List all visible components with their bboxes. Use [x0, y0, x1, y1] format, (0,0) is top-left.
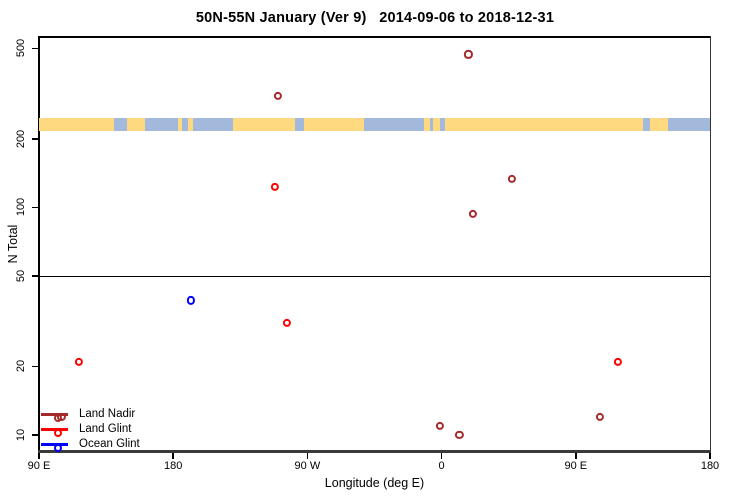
land-segment — [177, 117, 183, 131]
x-tick — [440, 453, 443, 459]
land-segment — [232, 117, 296, 131]
land-segment — [444, 117, 643, 131]
y-tick-label: 100 — [15, 198, 27, 217]
legend-label: Land Glint — [79, 423, 132, 435]
x-tick-label: 180 — [164, 460, 183, 472]
y-tick-label: 200 — [15, 129, 27, 149]
data-point-land-nadir — [464, 50, 473, 59]
y-tick — [32, 434, 38, 436]
x-tick-label: 90 E — [27, 460, 51, 472]
plot-border-right — [709, 36, 711, 452]
plot-border-top — [37, 36, 711, 38]
x-tick-label: 0 — [438, 460, 445, 472]
data-point-land-glint — [270, 182, 279, 192]
plot-area: 10 20 50 100 200 500 90 E 180 90 W 0 90 E 180 Land N… — [15, 37, 719, 472]
data-point-land-nadir — [57, 412, 66, 422]
y-axis-title: N Total — [6, 224, 20, 264]
data-point-land-nadir — [455, 430, 464, 440]
chart-title: 50N-55N January (Ver 9) 2014-09-06 to 20… — [195, 10, 555, 26]
x-tick-label: 90 E — [564, 460, 588, 472]
x-tick — [306, 453, 309, 459]
x-tick — [38, 453, 40, 459]
x-tick — [575, 453, 577, 459]
land-ocean-band — [39, 117, 710, 131]
land-segment — [304, 117, 365, 131]
x-tick — [709, 453, 711, 459]
y-tick — [32, 365, 38, 368]
data-point-ocean-glint — [186, 296, 196, 305]
land-segment — [650, 117, 669, 131]
data-point-land-glint — [282, 319, 291, 328]
y-tick — [32, 47, 38, 50]
data-point-land-nadir — [595, 412, 604, 422]
legend-label: Land Nadir — [79, 408, 136, 420]
data-point-land-nadir — [468, 209, 477, 218]
y-tick — [32, 206, 38, 209]
land-segment — [39, 117, 114, 131]
y-tick-label: 50 — [15, 269, 27, 283]
land-segment — [126, 117, 145, 131]
y-tick-label: 500 — [15, 39, 27, 58]
x-axis-title: Longitude (deg E) — [324, 476, 425, 490]
y-tick — [32, 138, 38, 140]
land-segment — [423, 117, 430, 131]
data-point-land-glint — [75, 357, 84, 366]
y-axis-line — [37, 36, 40, 452]
land-segment — [188, 117, 193, 131]
x-tick-label: 90 W — [294, 460, 321, 472]
legend-marker-circle — [54, 429, 63, 438]
data-point-land-nadir — [507, 175, 516, 184]
reference-line-50 — [39, 275, 710, 277]
x-tick — [172, 453, 174, 459]
y-tick — [32, 275, 38, 277]
y-tick-label: 10 — [15, 428, 27, 442]
x-axis-line — [37, 450, 711, 453]
y-tick-label: 20 — [15, 360, 27, 373]
legend-marker-circle — [54, 444, 63, 453]
data-point-land-nadir — [436, 421, 445, 430]
legend-label: Ocean Glint — [79, 438, 140, 450]
data-point-land-glint — [613, 357, 622, 366]
x-tick-label: 180 — [700, 460, 720, 472]
data-point-land-nadir — [273, 91, 282, 100]
land-segment — [432, 117, 441, 131]
